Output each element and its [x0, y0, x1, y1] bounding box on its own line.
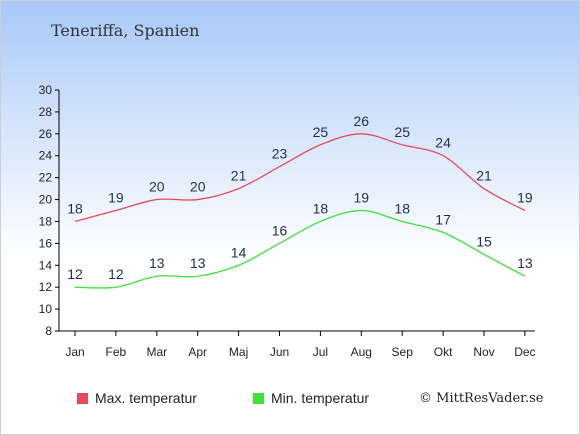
y-tick-label: 26	[39, 127, 53, 141]
x-tick-label: Jul	[313, 345, 328, 359]
y-tick-label: 12	[39, 280, 53, 294]
data-label-min: 19	[354, 190, 370, 206]
data-label-min: 12	[67, 266, 83, 282]
x-tick-label: Aug	[351, 345, 372, 359]
x-tick-label: Dec	[514, 345, 535, 359]
data-label-max: 24	[435, 135, 451, 151]
location-title: Teneriffa, Spanien	[51, 21, 200, 40]
data-label-min: 13	[149, 255, 165, 271]
series-line-max	[74, 133, 526, 223]
x-tick-label: Nov	[473, 345, 494, 359]
data-label-min: 13	[190, 255, 206, 271]
legend-max-swatch	[77, 392, 88, 404]
data-label-max: 21	[231, 168, 247, 184]
x-tick-label: Apr	[188, 345, 207, 359]
y-tick-label: 24	[39, 149, 53, 163]
y-tick-label: 22	[39, 171, 53, 185]
legend-min: Min. temperatur	[253, 390, 369, 406]
data-label-max: 20	[149, 179, 165, 195]
series-line-min	[74, 209, 526, 289]
x-tick-label: Feb	[106, 345, 127, 359]
x-tick-label: Sep	[392, 345, 414, 359]
data-label-max: 20	[190, 179, 206, 195]
y-tick-label: 28	[39, 105, 53, 119]
data-label-min: 17	[435, 211, 451, 227]
x-tick-label: Jun	[270, 345, 289, 359]
credit-text: © MittResVader.se	[419, 391, 544, 406]
x-tick-label: Mar	[146, 345, 167, 359]
data-label-max: 19	[108, 190, 124, 206]
y-tick-label: 18	[39, 214, 53, 228]
data-label-min: 18	[313, 200, 329, 216]
data-label-min: 14	[231, 244, 247, 260]
data-label-max: 19	[517, 190, 533, 206]
data-label-min: 15	[476, 233, 492, 249]
y-tick-label: 10	[39, 302, 53, 316]
y-tick-label: 16	[39, 236, 53, 250]
data-label-min: 12	[108, 266, 124, 282]
data-label-max: 21	[476, 168, 492, 184]
legend-max: Max. temperatur	[77, 390, 197, 406]
data-label-max: 23	[272, 146, 288, 162]
y-tick-label: 20	[39, 193, 53, 207]
data-label-max: 25	[313, 124, 329, 140]
x-tick-label: Jan	[65, 345, 84, 359]
x-tick-label: Okt	[434, 345, 453, 359]
legend-min-swatch	[253, 392, 264, 404]
data-label-min: 16	[272, 222, 288, 238]
data-label-min: 18	[394, 200, 410, 216]
legend-max-label: Max. temperatur	[95, 390, 197, 406]
x-tick-label: Maj	[229, 345, 248, 359]
data-label-max: 25	[394, 124, 410, 140]
y-tick-label: 14	[39, 258, 53, 272]
data-label-max: 26	[354, 113, 370, 129]
y-tick-label: 30	[39, 83, 53, 97]
legend-min-label: Min. temperatur	[271, 390, 370, 406]
data-label-max: 18	[67, 200, 83, 216]
y-tick-label: 8	[45, 324, 52, 338]
data-label-min: 13	[517, 255, 533, 271]
